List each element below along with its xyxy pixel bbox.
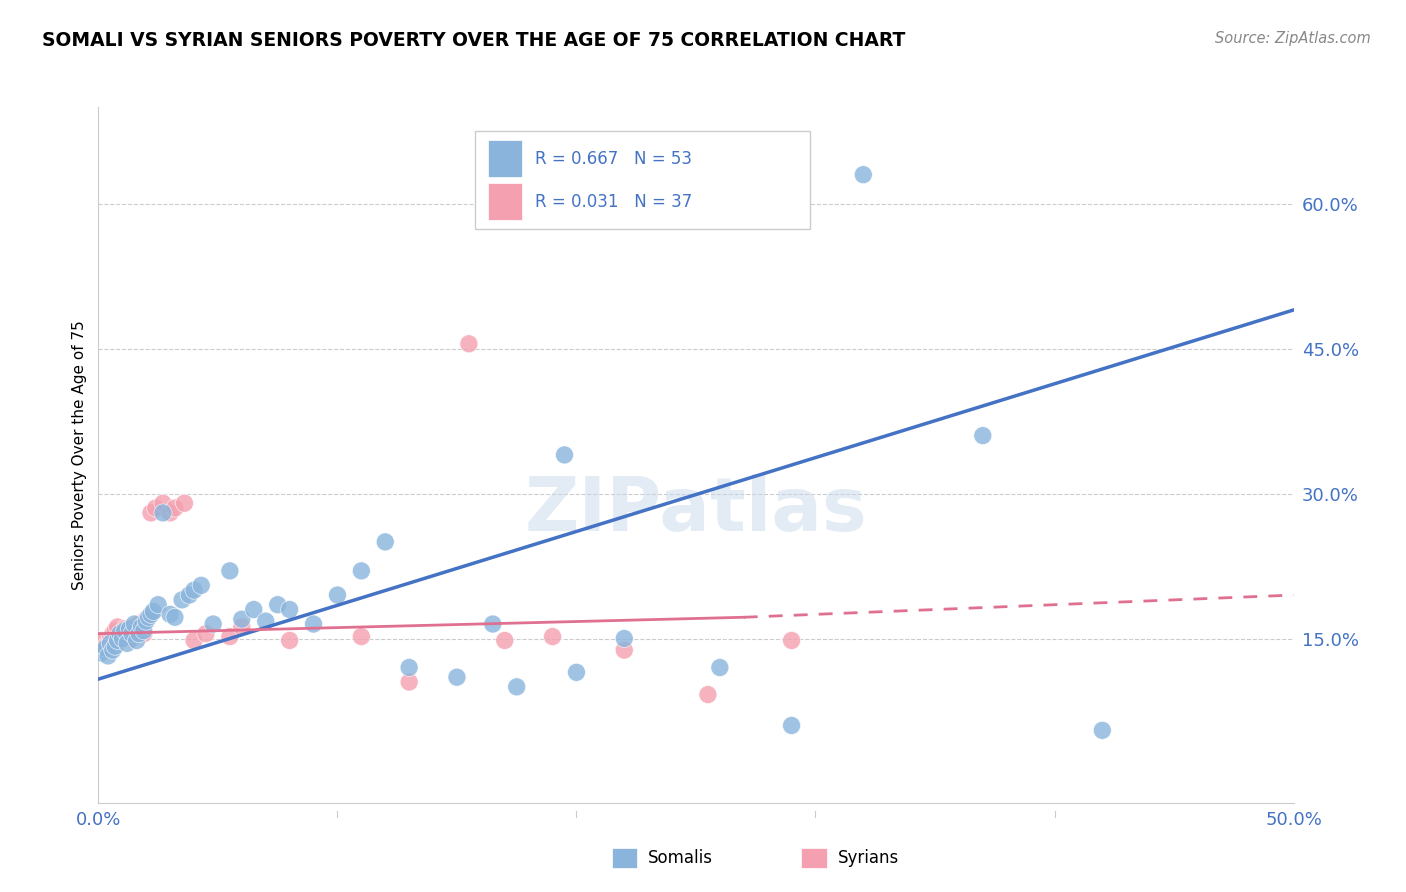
Ellipse shape — [105, 622, 124, 640]
Ellipse shape — [508, 678, 526, 696]
Ellipse shape — [401, 673, 418, 691]
Ellipse shape — [711, 658, 728, 676]
Text: Somalis: Somalis — [648, 849, 713, 867]
Ellipse shape — [111, 624, 129, 643]
Ellipse shape — [555, 446, 574, 464]
Ellipse shape — [135, 624, 153, 643]
Ellipse shape — [186, 632, 202, 649]
Ellipse shape — [233, 618, 250, 636]
Ellipse shape — [166, 499, 184, 517]
Ellipse shape — [142, 504, 160, 522]
Ellipse shape — [153, 504, 172, 522]
Ellipse shape — [281, 632, 298, 649]
Text: ZIPatlas: ZIPatlas — [524, 474, 868, 547]
Ellipse shape — [128, 632, 146, 649]
Ellipse shape — [281, 600, 298, 618]
Ellipse shape — [544, 628, 561, 646]
Ellipse shape — [221, 562, 239, 580]
Ellipse shape — [699, 686, 717, 704]
Ellipse shape — [104, 641, 122, 659]
Ellipse shape — [105, 637, 124, 656]
Ellipse shape — [149, 596, 167, 614]
Ellipse shape — [145, 602, 163, 621]
Ellipse shape — [114, 630, 131, 648]
Ellipse shape — [122, 630, 141, 648]
Ellipse shape — [115, 622, 134, 640]
Ellipse shape — [162, 504, 179, 522]
Ellipse shape — [197, 624, 215, 643]
Ellipse shape — [138, 610, 155, 628]
Ellipse shape — [108, 618, 127, 636]
Ellipse shape — [125, 618, 143, 636]
Ellipse shape — [974, 426, 991, 444]
Ellipse shape — [616, 641, 633, 659]
Ellipse shape — [305, 615, 322, 633]
Ellipse shape — [166, 608, 184, 626]
Ellipse shape — [128, 622, 146, 640]
Ellipse shape — [91, 644, 110, 662]
Ellipse shape — [121, 620, 139, 638]
Ellipse shape — [353, 628, 370, 646]
Ellipse shape — [193, 576, 211, 594]
Ellipse shape — [104, 624, 122, 643]
Ellipse shape — [257, 612, 274, 630]
Ellipse shape — [101, 634, 120, 652]
Text: Syrians: Syrians — [838, 849, 900, 867]
Ellipse shape — [855, 166, 872, 184]
Ellipse shape — [269, 596, 287, 614]
Ellipse shape — [449, 668, 465, 686]
Ellipse shape — [377, 533, 394, 551]
Ellipse shape — [329, 586, 346, 604]
Ellipse shape — [111, 632, 129, 649]
Ellipse shape — [162, 606, 179, 624]
Ellipse shape — [91, 632, 110, 649]
Ellipse shape — [97, 637, 115, 656]
Ellipse shape — [138, 612, 155, 630]
Ellipse shape — [132, 618, 150, 636]
Ellipse shape — [186, 582, 202, 599]
Ellipse shape — [118, 624, 136, 643]
Ellipse shape — [114, 628, 131, 646]
Ellipse shape — [783, 716, 800, 734]
Ellipse shape — [616, 630, 633, 648]
Ellipse shape — [153, 494, 172, 512]
Ellipse shape — [176, 494, 194, 512]
Ellipse shape — [233, 610, 250, 628]
Ellipse shape — [122, 624, 141, 643]
Ellipse shape — [139, 608, 157, 626]
Ellipse shape — [125, 615, 143, 633]
Ellipse shape — [568, 664, 585, 681]
Text: R = 0.031   N = 37: R = 0.031 N = 37 — [536, 193, 692, 211]
Ellipse shape — [142, 606, 160, 624]
Ellipse shape — [460, 334, 478, 353]
Ellipse shape — [101, 630, 120, 648]
Ellipse shape — [353, 562, 370, 580]
Ellipse shape — [245, 600, 263, 618]
Ellipse shape — [221, 628, 239, 646]
Ellipse shape — [783, 632, 800, 649]
Ellipse shape — [98, 647, 117, 665]
Text: SOMALI VS SYRIAN SENIORS POVERTY OVER THE AGE OF 75 CORRELATION CHART: SOMALI VS SYRIAN SENIORS POVERTY OVER TH… — [42, 31, 905, 50]
Ellipse shape — [121, 622, 139, 640]
Y-axis label: Seniors Poverty Over the Age of 75: Seniors Poverty Over the Age of 75 — [72, 320, 87, 590]
Text: R = 0.667   N = 53: R = 0.667 N = 53 — [536, 150, 692, 168]
Text: Source: ZipAtlas.com: Source: ZipAtlas.com — [1215, 31, 1371, 46]
Ellipse shape — [129, 624, 148, 643]
Ellipse shape — [146, 499, 165, 517]
Ellipse shape — [173, 591, 191, 609]
Ellipse shape — [496, 632, 513, 649]
Ellipse shape — [1094, 722, 1111, 739]
Ellipse shape — [180, 586, 198, 604]
Ellipse shape — [484, 615, 502, 633]
Ellipse shape — [129, 615, 148, 633]
Ellipse shape — [108, 632, 127, 649]
Ellipse shape — [118, 634, 136, 652]
Ellipse shape — [132, 618, 150, 636]
Ellipse shape — [97, 640, 115, 657]
Ellipse shape — [204, 615, 222, 633]
Ellipse shape — [135, 622, 153, 640]
Ellipse shape — [401, 658, 418, 676]
Ellipse shape — [115, 620, 134, 638]
